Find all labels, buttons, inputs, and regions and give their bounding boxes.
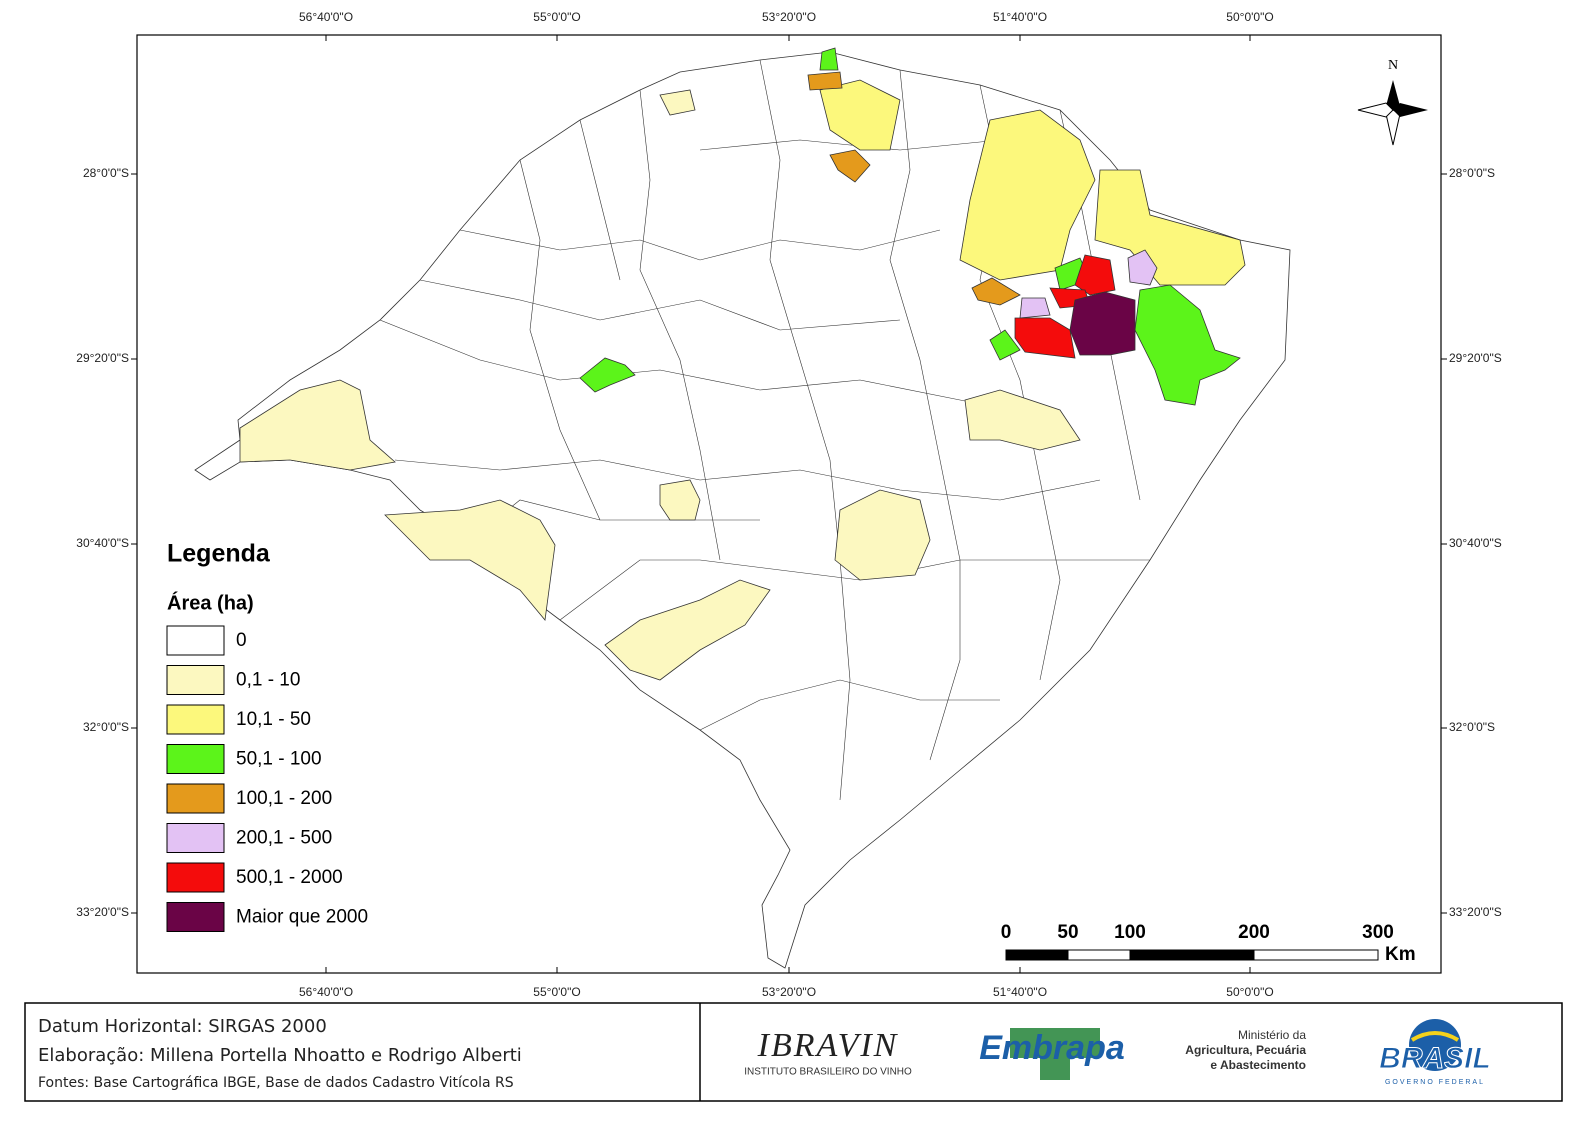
scale-label: 0 — [1001, 922, 1012, 943]
footer-sources: Fontes: Base Cartográfica IBGE, Base de … — [38, 1075, 514, 1091]
longitude-label: 50°0'0"O — [1226, 985, 1273, 999]
legend-label: 500,1 - 2000 — [236, 867, 343, 888]
legend-items: 0 0,1 - 10 10,1 - 50 50,1 - 100 100,1 - 200 2… — [166, 625, 368, 932]
state-outline — [194, 51, 1291, 969]
latitude-label: 32°0'0"S — [1449, 720, 1495, 734]
area — [807, 71, 843, 91]
longitude-label: 51°40'0"O — [993, 10, 1047, 24]
latitude-label: 30°40'0"S — [76, 536, 129, 550]
legend-swatch — [166, 744, 225, 774]
north-label: N — [1388, 58, 1398, 73]
classified-areas — [239, 47, 1246, 681]
legend-swatch — [166, 902, 225, 932]
latitude-label: 33°20'0"S — [76, 905, 129, 919]
area — [989, 329, 1021, 361]
logo-text: IBRAVIN — [757, 1027, 899, 1064]
area — [579, 357, 636, 393]
logo-brasil: BRASIL GOVERNO FEDERAL — [1379, 1019, 1491, 1086]
legend-swatch — [166, 862, 225, 893]
scale-unit: Km — [1385, 944, 1416, 965]
legend-label: 200,1 - 500 — [236, 828, 332, 849]
latitude-label: 30°40'0"S — [1449, 536, 1502, 550]
area — [1014, 317, 1076, 359]
scale-label: 300 — [1362, 922, 1394, 943]
longitude-label: 53°20'0"O — [762, 985, 816, 999]
legend-swatch — [166, 704, 225, 735]
logo-text: Embrapa — [979, 1029, 1125, 1067]
area — [1019, 297, 1051, 319]
legend-swatch — [166, 823, 225, 853]
logo-subtext: GOVERNO FEDERAL — [1385, 1079, 1485, 1086]
logo-text: BRASIL — [1379, 1042, 1491, 1075]
area — [959, 109, 1096, 281]
area — [384, 499, 556, 621]
legend-label: Maior que 2000 — [236, 907, 368, 928]
area — [964, 389, 1081, 451]
latitude-label: 33°20'0"S — [1449, 905, 1502, 919]
logo-subtext: INSTITUTO BRASILEIRO DO VINHO — [744, 1067, 912, 1078]
logo-text: Ministério da — [1238, 1028, 1306, 1042]
scale-label: 100 — [1114, 922, 1146, 943]
area — [819, 47, 839, 71]
legend-subtitle: Área (ha) — [167, 591, 254, 614]
area — [239, 379, 396, 471]
north-arrow: N — [1357, 58, 1428, 146]
legend-label: 0 — [236, 630, 247, 651]
area — [829, 149, 871, 183]
longitude-label: 51°40'0"O — [993, 985, 1047, 999]
area — [819, 79, 901, 151]
footer-frame — [24, 1002, 1563, 1102]
area — [1069, 291, 1136, 356]
scale-labels: 0 50 100 200 300 — [1001, 922, 1394, 943]
graticule-labels: 56°40'0"O 56°40'0"O 55°0'0"O 55°0'0"O 53°20'… — [76, 10, 1501, 999]
footer-authors: Elaboração: Millena Portella Nhoatto e R… — [38, 1045, 522, 1066]
legend-swatch — [166, 665, 225, 695]
legend-title: Legenda — [167, 540, 271, 568]
area — [659, 479, 701, 521]
area — [604, 579, 771, 681]
logo-ministry: Ministério da Agricultura, Pecuária e Ab… — [1185, 1028, 1306, 1072]
legend-label: 10,1 - 50 — [236, 709, 311, 730]
longitude-label: 55°0'0"O — [533, 985, 580, 999]
scale-label: 50 — [1057, 922, 1078, 943]
area — [659, 89, 696, 116]
area — [971, 277, 1021, 306]
legend-swatch — [166, 783, 225, 814]
latitude-label: 29°20'0"S — [76, 351, 129, 365]
logo-embrapa: Embrapa — [979, 1028, 1125, 1080]
area — [1127, 249, 1158, 286]
longitude-label: 53°20'0"O — [762, 10, 816, 24]
area — [1134, 284, 1241, 406]
logo-text: e Abastecimento — [1210, 1058, 1306, 1072]
legend-label: 100,1 - 200 — [236, 788, 332, 809]
logo-ibravin: IBRAVIN INSTITUTO BRASILEIRO DO VINHO — [744, 1027, 912, 1078]
latitude-label: 32°0'0"S — [83, 720, 129, 734]
area — [1094, 169, 1246, 286]
latitude-label: 28°0'0"S — [83, 166, 129, 180]
longitude-label: 55°0'0"O — [533, 10, 580, 24]
latitude-label: 28°0'0"S — [1449, 166, 1495, 180]
area — [834, 489, 931, 581]
legend-label: 0,1 - 10 — [236, 670, 300, 691]
longitude-label: 56°40'0"O — [299, 985, 353, 999]
longitude-label: 56°40'0"O — [299, 10, 353, 24]
legend-swatch — [166, 625, 225, 656]
latitude-label: 29°20'0"S — [1449, 351, 1502, 365]
scale-bar — [1005, 949, 1379, 961]
logo-text: Agricultura, Pecuária — [1185, 1043, 1306, 1057]
longitude-label: 50°0'0"O — [1226, 10, 1273, 24]
scale-label: 200 — [1238, 922, 1270, 943]
footer-datum: Datum Horizontal: SIRGAS 2000 — [38, 1016, 327, 1037]
legend-label: 50,1 - 100 — [236, 749, 322, 770]
